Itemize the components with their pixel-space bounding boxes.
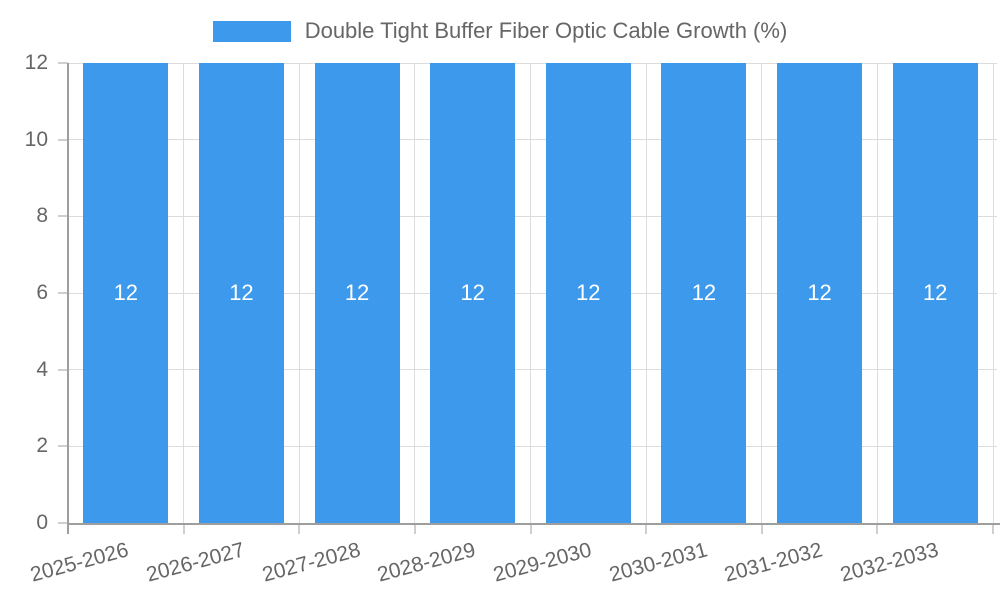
x-tick-label: 2030-2031 [606,538,710,587]
y-tick-label: 2 [36,434,48,458]
bar[interactable] [892,63,978,523]
y-tick-label: 6 [36,281,48,304]
chart-legend[interactable]: Double Tight Buffer Fiber Optic Cable Gr… [0,18,1000,44]
v-gridline [761,63,763,523]
legend-label: Double Tight Buffer Fiber Optic Cable Gr… [304,18,788,43]
x-tick-label: 2025-2026 [28,538,132,587]
h-gridline [68,445,997,447]
y-tick-mark [58,445,68,448]
x-tick-mark [876,525,879,534]
x-tick-label: 2026-2027 [143,538,247,587]
v-gridline [298,63,300,523]
bar-value-label: 12 [344,280,370,305]
y-tick-mark [58,138,68,141]
bar-value-label: 12 [113,280,139,305]
bar[interactable] [198,63,284,523]
h-gridline [68,139,997,141]
x-tick-label: 2027-2028 [259,538,363,587]
y-tick-label: 12 [24,51,48,74]
v-gridline [645,63,647,523]
legend-swatch-icon [212,20,291,42]
v-gridline [183,63,185,523]
y-axis-line [67,63,69,534]
y-tick-mark [58,292,68,294]
h-gridline [68,62,997,64]
bar-value-label: 12 [576,280,601,305]
v-gridline [414,63,416,523]
bar-value-label: 12 [807,280,832,305]
bar[interactable] [777,63,863,523]
bar-value-label: 12 [922,280,948,305]
y-tick-mark [58,62,68,64]
x-tick-label: 2032-2033 [837,538,941,587]
x-tick-mark [182,525,185,534]
y-tick-label: 0 [36,511,48,534]
x-tick-mark [760,525,763,534]
y-tick-mark [58,215,68,218]
y-tick-label: 10 [24,127,48,151]
h-gridline [68,292,997,294]
v-gridline [876,63,878,523]
bar-value-label: 12 [229,280,254,305]
y-tick-mark [58,368,68,371]
bar-value-label: 12 [691,280,717,305]
h-gridline [68,369,997,371]
bar[interactable] [545,63,631,523]
bar[interactable] [314,63,400,523]
x-axis-line [67,523,1000,525]
v-gridline [530,63,531,523]
bar[interactable] [83,63,169,523]
x-tick-mark [529,525,532,534]
x-tick-mark [992,525,994,534]
y-tick-label: 8 [36,204,48,228]
x-tick-label: 2031-2032 [722,538,826,587]
bar[interactable] [661,63,747,523]
bar-value-label: 12 [460,280,485,305]
bar[interactable] [430,63,516,523]
x-tick-mark [298,525,301,534]
v-gridline [992,63,994,523]
x-tick-label: 2028-2029 [375,538,479,587]
y-tick-label: 4 [36,357,48,381]
x-tick-mark [413,525,416,534]
h-gridline [68,215,997,217]
y-tick-mark [58,522,68,524]
x-tick-mark [645,525,648,534]
x-tick-label: 2029-2030 [490,538,594,587]
